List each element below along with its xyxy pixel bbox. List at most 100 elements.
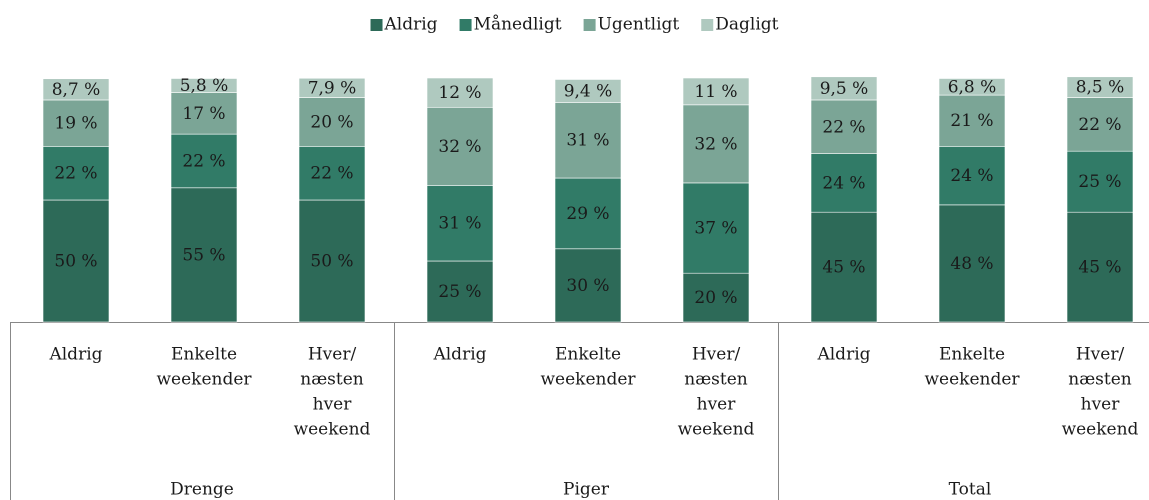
x-tick-label: Enkelte <box>555 345 621 365</box>
bar-segment <box>938 204 1006 323</box>
bar-segment <box>42 146 110 201</box>
x-tick-label: Aldrig <box>48 345 102 365</box>
x-tick-label: hver <box>697 395 737 415</box>
data-label: 24 % <box>950 166 993 186</box>
bar-segment <box>170 92 238 135</box>
bar-segment <box>554 177 622 250</box>
bar-segment <box>938 78 1006 96</box>
data-label: 7,9 % <box>308 78 357 98</box>
data-label: 8,5 % <box>1076 78 1125 98</box>
x-tick-label: næsten <box>684 370 748 390</box>
data-label: 20 % <box>310 112 353 132</box>
bar-segment <box>170 133 238 189</box>
data-label: 12 % <box>438 83 481 103</box>
bar-segment <box>938 94 1006 147</box>
data-label: 20 % <box>694 288 737 308</box>
x-tick-label: weekend <box>294 420 371 440</box>
x-tick-label: weekend <box>678 420 755 440</box>
legend-swatch <box>583 19 596 31</box>
bar-segment <box>298 199 366 323</box>
x-tick-label: næsten <box>300 370 364 390</box>
data-label: 45 % <box>822 258 865 278</box>
legend-label: Månedligt <box>474 15 562 35</box>
bar-segment <box>426 77 494 108</box>
legend-label: Aldrig <box>384 15 438 35</box>
bar-segment <box>170 187 238 323</box>
data-label: 45 % <box>1078 258 1121 278</box>
legend-swatch <box>370 19 383 31</box>
data-label: 30 % <box>566 276 609 296</box>
data-label: 25 % <box>438 282 481 302</box>
data-label: 50 % <box>54 252 97 272</box>
data-label: 9,5 % <box>820 79 869 99</box>
x-tick-label: Enkelte <box>171 345 237 365</box>
bar-segment <box>682 77 750 106</box>
bar-segment <box>42 199 110 323</box>
bar-segment <box>682 182 750 274</box>
bar-segment <box>810 211 878 323</box>
group-label: Piger <box>563 480 610 500</box>
legend-label: Dagligt <box>715 15 778 35</box>
x-tick-label: Hver/ <box>308 345 357 365</box>
data-label: 50 % <box>310 252 353 272</box>
bar-segment <box>1066 150 1134 213</box>
data-label: 5,8 % <box>180 76 229 96</box>
data-label: 24 % <box>822 173 865 193</box>
data-label: 32 % <box>694 134 737 154</box>
data-label: 9,4 % <box>564 81 613 101</box>
group-label: Drenge <box>170 480 234 500</box>
group-label: Total <box>949 480 992 500</box>
data-label: 48 % <box>950 254 993 274</box>
bar-segment <box>554 79 622 103</box>
x-tick-label: næsten <box>1068 370 1132 390</box>
x-tick-label: Hver/ <box>1076 345 1125 365</box>
x-tick-label: hver <box>1081 395 1121 415</box>
bar-segment <box>170 78 238 93</box>
category-frame <box>10 322 1149 500</box>
data-label: 21 % <box>950 111 993 131</box>
x-tick-label: Enkelte <box>939 345 1005 365</box>
x-tick-label: weekender <box>540 370 636 390</box>
bar-segment <box>426 106 494 186</box>
data-label: 22 % <box>182 151 225 171</box>
x-tick-label: weekender <box>924 370 1020 390</box>
legend-swatch <box>701 19 714 31</box>
legend-label: Ugentligt <box>598 15 680 35</box>
x-tick-label: Aldrig <box>816 345 870 365</box>
legend-swatch <box>459 19 472 31</box>
bar-segment <box>682 104 750 184</box>
data-label: 17 % <box>182 104 225 124</box>
bar-segment <box>810 76 878 101</box>
data-label: 32 % <box>438 137 481 157</box>
x-tick-label: Aldrig <box>432 345 486 365</box>
legend: Aldrig Månedligt Ugentligt Dagligt <box>370 15 779 35</box>
bar-segment <box>298 77 366 98</box>
bar-segment <box>298 146 366 201</box>
data-label: 22 % <box>1078 115 1121 135</box>
data-label: 6,8 % <box>948 77 997 97</box>
data-label: 55 % <box>182 245 225 265</box>
bar-segment <box>682 272 750 323</box>
data-label: 22 % <box>54 164 97 184</box>
data-label: 11 % <box>694 82 737 102</box>
data-label: 19 % <box>54 114 97 134</box>
data-label: 29 % <box>566 204 609 224</box>
data-label: 31 % <box>438 214 481 234</box>
bar-segment <box>938 146 1006 206</box>
x-tick-label: weekend <box>1062 420 1139 440</box>
x-tick-label: Hver/ <box>692 345 741 365</box>
bar-segment <box>554 102 622 179</box>
data-label: 25 % <box>1078 172 1121 192</box>
x-tick-label: weekender <box>156 370 252 390</box>
bar-segment <box>554 248 622 323</box>
data-label: 22 % <box>822 117 865 137</box>
bar-segment <box>1066 76 1134 98</box>
data-label: 22 % <box>310 164 353 184</box>
data-label: 37 % <box>694 219 737 239</box>
x-tick-label: hver <box>313 395 353 415</box>
data-label: 8,7 % <box>52 80 101 100</box>
bar-segment <box>298 97 366 147</box>
bar-segment <box>810 153 878 213</box>
bar-segment <box>42 99 110 147</box>
